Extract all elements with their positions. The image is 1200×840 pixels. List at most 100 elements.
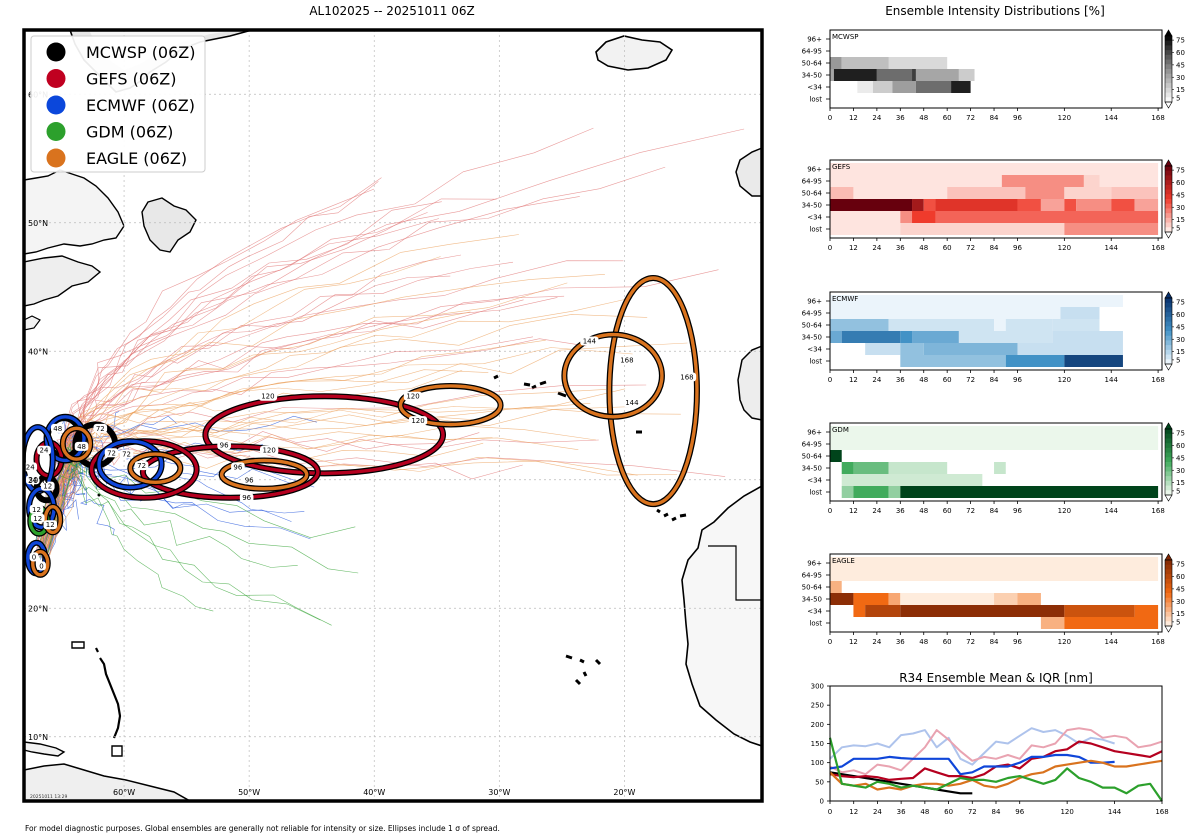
cuba xyxy=(24,741,66,757)
colorbar-segment xyxy=(1165,443,1172,449)
trinidad xyxy=(111,745,123,757)
heatmap-cell xyxy=(1064,617,1159,629)
ensemble-track xyxy=(45,342,688,553)
colorbar-label: 30 xyxy=(1176,74,1185,82)
heatmap-cell xyxy=(1134,199,1159,211)
heatmap-ecmwf: ECMWF 96+ 64-95 50-64 34-50 <34 lost 0 12 24 36 48 6… xyxy=(802,291,1185,384)
side-title: Ensemble Intensity Distributions [%] xyxy=(885,4,1105,18)
heatmap-cell xyxy=(935,211,1159,223)
row-label: 64-95 xyxy=(802,178,822,186)
r34-x-label: 0 xyxy=(828,808,832,816)
hour-label-bg xyxy=(37,561,46,571)
x-tick-label: 24 xyxy=(872,638,881,646)
x-tick-label: 96 xyxy=(1013,638,1022,646)
hour-label: 0 xyxy=(39,562,43,570)
hour-label: 168 xyxy=(620,357,633,365)
heatmap-cell xyxy=(1111,199,1135,211)
x-tick-label: 60 xyxy=(943,638,952,646)
ellipse-0h xyxy=(31,550,50,577)
ensemble-track xyxy=(47,447,214,612)
heatmap-cell xyxy=(900,211,913,223)
colorbar-label: 5 xyxy=(1176,487,1180,495)
colorbar-label: 75 xyxy=(1176,430,1185,438)
r34-title: R34 Ensemble Mean & IQR [nm] xyxy=(899,671,1093,685)
footer-note: For model diagnostic purposes. Global en… xyxy=(25,824,500,833)
colorbar-segment xyxy=(1165,466,1172,472)
colorbar-frame xyxy=(1164,559,1173,627)
hour-label: 120 xyxy=(262,447,275,455)
spread-ellipse-gefs xyxy=(202,393,447,477)
x-tick-label: 12 xyxy=(849,507,858,515)
x-tick-label: 0 xyxy=(828,244,832,252)
colorbar-segment xyxy=(1165,227,1172,233)
x-tick-label: 0 xyxy=(828,376,832,384)
heatmap-cell xyxy=(1017,593,1041,605)
colorbar-segment xyxy=(1165,203,1172,209)
ensemble-track xyxy=(48,127,594,558)
heatmap-cell xyxy=(1064,187,1112,199)
row-label: 64-95 xyxy=(802,48,822,56)
colorbar-segment xyxy=(1165,199,1172,205)
x-tick-label: 120 xyxy=(1058,244,1071,252)
hour-label-bg xyxy=(622,398,642,408)
ensemble-track xyxy=(40,256,441,559)
colorbar-segment xyxy=(1165,480,1172,487)
colorbar-segment xyxy=(1165,166,1172,172)
ellipse-12h xyxy=(43,505,62,535)
hour-label-bg xyxy=(24,462,38,472)
colorbar-segment xyxy=(1165,222,1172,228)
heatmap-frame xyxy=(829,422,1163,502)
heatmap-cell xyxy=(830,426,1159,438)
colorbar-segment xyxy=(1165,326,1172,332)
lon-label: 40°W xyxy=(363,788,385,797)
colorbar-segment xyxy=(1165,462,1172,468)
heatmap-cell xyxy=(1134,605,1159,617)
row-label: 96+ xyxy=(807,298,822,306)
x-tick-label: 24 xyxy=(872,244,881,252)
r34-x-label: 12 xyxy=(849,808,858,816)
ensemble-track xyxy=(42,234,519,560)
colorbar-segment xyxy=(1165,588,1172,594)
heatmap-cell xyxy=(900,343,924,355)
hour-label: 144 xyxy=(583,337,597,345)
heatmap-cell xyxy=(830,581,842,593)
x-tick-label: 72 xyxy=(966,507,975,515)
heatmap-cell xyxy=(872,81,893,93)
heatmap-frame xyxy=(829,553,1163,633)
heatmap-cell xyxy=(1083,175,1100,187)
legend-marker xyxy=(46,69,66,88)
heatmap-cell xyxy=(830,569,1159,581)
x-tick-label: 36 xyxy=(896,114,905,122)
legend-marker xyxy=(46,42,66,62)
x-tick-label: 168 xyxy=(1151,244,1164,252)
r34-y-label: 150 xyxy=(811,740,824,748)
hour-label: 12 xyxy=(43,483,52,491)
colorbar-segment xyxy=(1165,616,1172,622)
colorbar-label: 75 xyxy=(1176,167,1185,175)
lon-label: 60°W xyxy=(113,788,135,797)
heatmap-cell xyxy=(935,199,1018,211)
r34-x-label: 144 xyxy=(1108,808,1122,816)
lat-label: 40°N xyxy=(28,347,48,356)
colorbar-segment xyxy=(1165,597,1172,603)
heatmap-cell xyxy=(1076,199,1112,211)
heatmap-cell xyxy=(888,486,901,498)
heatmap-cell xyxy=(830,211,901,223)
colorbar-segment xyxy=(1165,574,1172,580)
ensemble-track xyxy=(48,449,321,621)
x-tick-label: 60 xyxy=(943,507,952,515)
spread-ellipse-eagle xyxy=(59,425,94,463)
colorbar-segment xyxy=(1165,429,1172,435)
heatmap-cell xyxy=(958,331,1053,343)
colorbar-label: 5 xyxy=(1176,224,1180,232)
spread-ellipse-eagle xyxy=(127,451,184,486)
hour-label-bg xyxy=(37,445,51,455)
x-tick-label: 36 xyxy=(896,376,905,384)
row-label: 34-50 xyxy=(802,72,822,80)
hour-label-bg xyxy=(403,391,423,401)
lat-label: 20°N xyxy=(28,604,48,613)
row-label: <34 xyxy=(807,608,822,616)
r34-y-label: 250 xyxy=(811,702,824,710)
x-tick-label: 144 xyxy=(1105,638,1119,646)
